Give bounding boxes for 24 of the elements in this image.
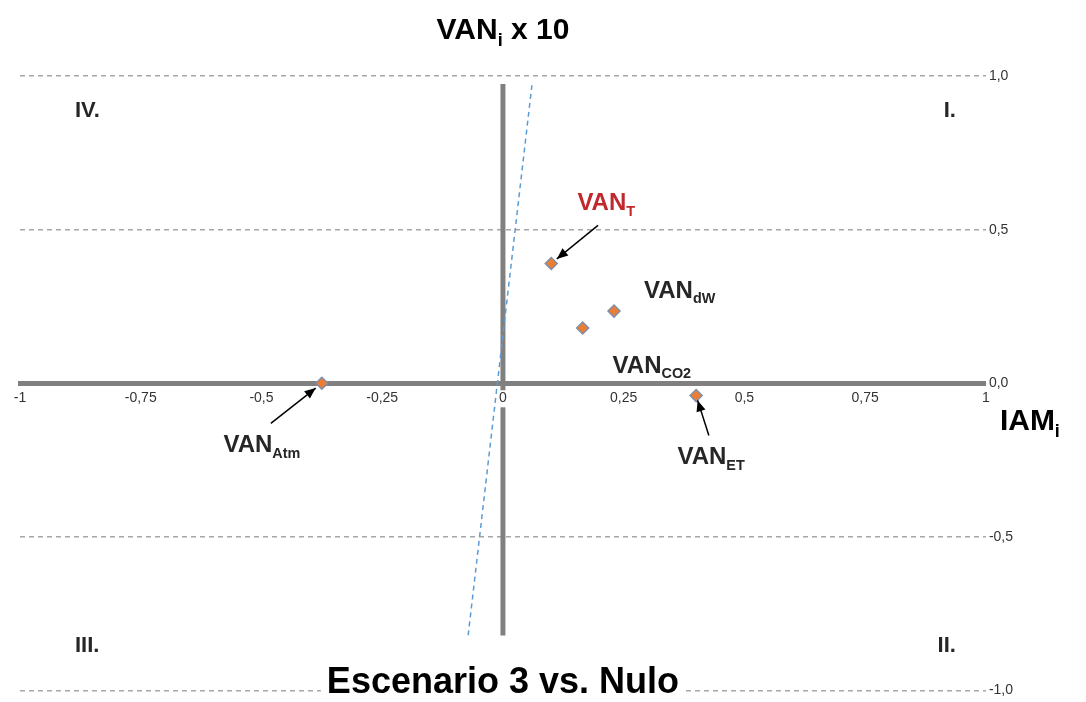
x-tick-label: 0,75	[851, 389, 879, 406]
point	[575, 321, 590, 335]
point	[607, 304, 621, 318]
annotation: II.	[937, 631, 956, 657]
text: Escenario 3 vs. Nulo	[326, 659, 680, 701]
y-tick-label: 0,0	[988, 374, 1009, 391]
annotation: III.	[75, 631, 100, 657]
x-tick-label: 0,25	[610, 389, 638, 406]
x-tick-label: 0,5	[734, 389, 755, 406]
point	[544, 256, 558, 271]
x-tick-label: -1	[13, 389, 27, 406]
y-tick-label: 0,5	[988, 220, 1009, 237]
point	[689, 388, 703, 403]
y-tick-label: -1,0	[988, 681, 1014, 698]
x-tick-label: 0	[499, 389, 508, 406]
y-tick-label: -0,5	[988, 527, 1014, 544]
x-tick-label: -0,25	[366, 389, 399, 406]
annotation: I.	[943, 97, 956, 123]
x-tick-label: 1	[981, 389, 990, 406]
annotation: IV.	[75, 97, 100, 123]
x-tick-label: -0,5	[249, 389, 274, 406]
point	[315, 376, 329, 391]
y-tick-label: 1,0	[988, 66, 1009, 83]
x-tick-label: -0,75	[124, 389, 157, 406]
